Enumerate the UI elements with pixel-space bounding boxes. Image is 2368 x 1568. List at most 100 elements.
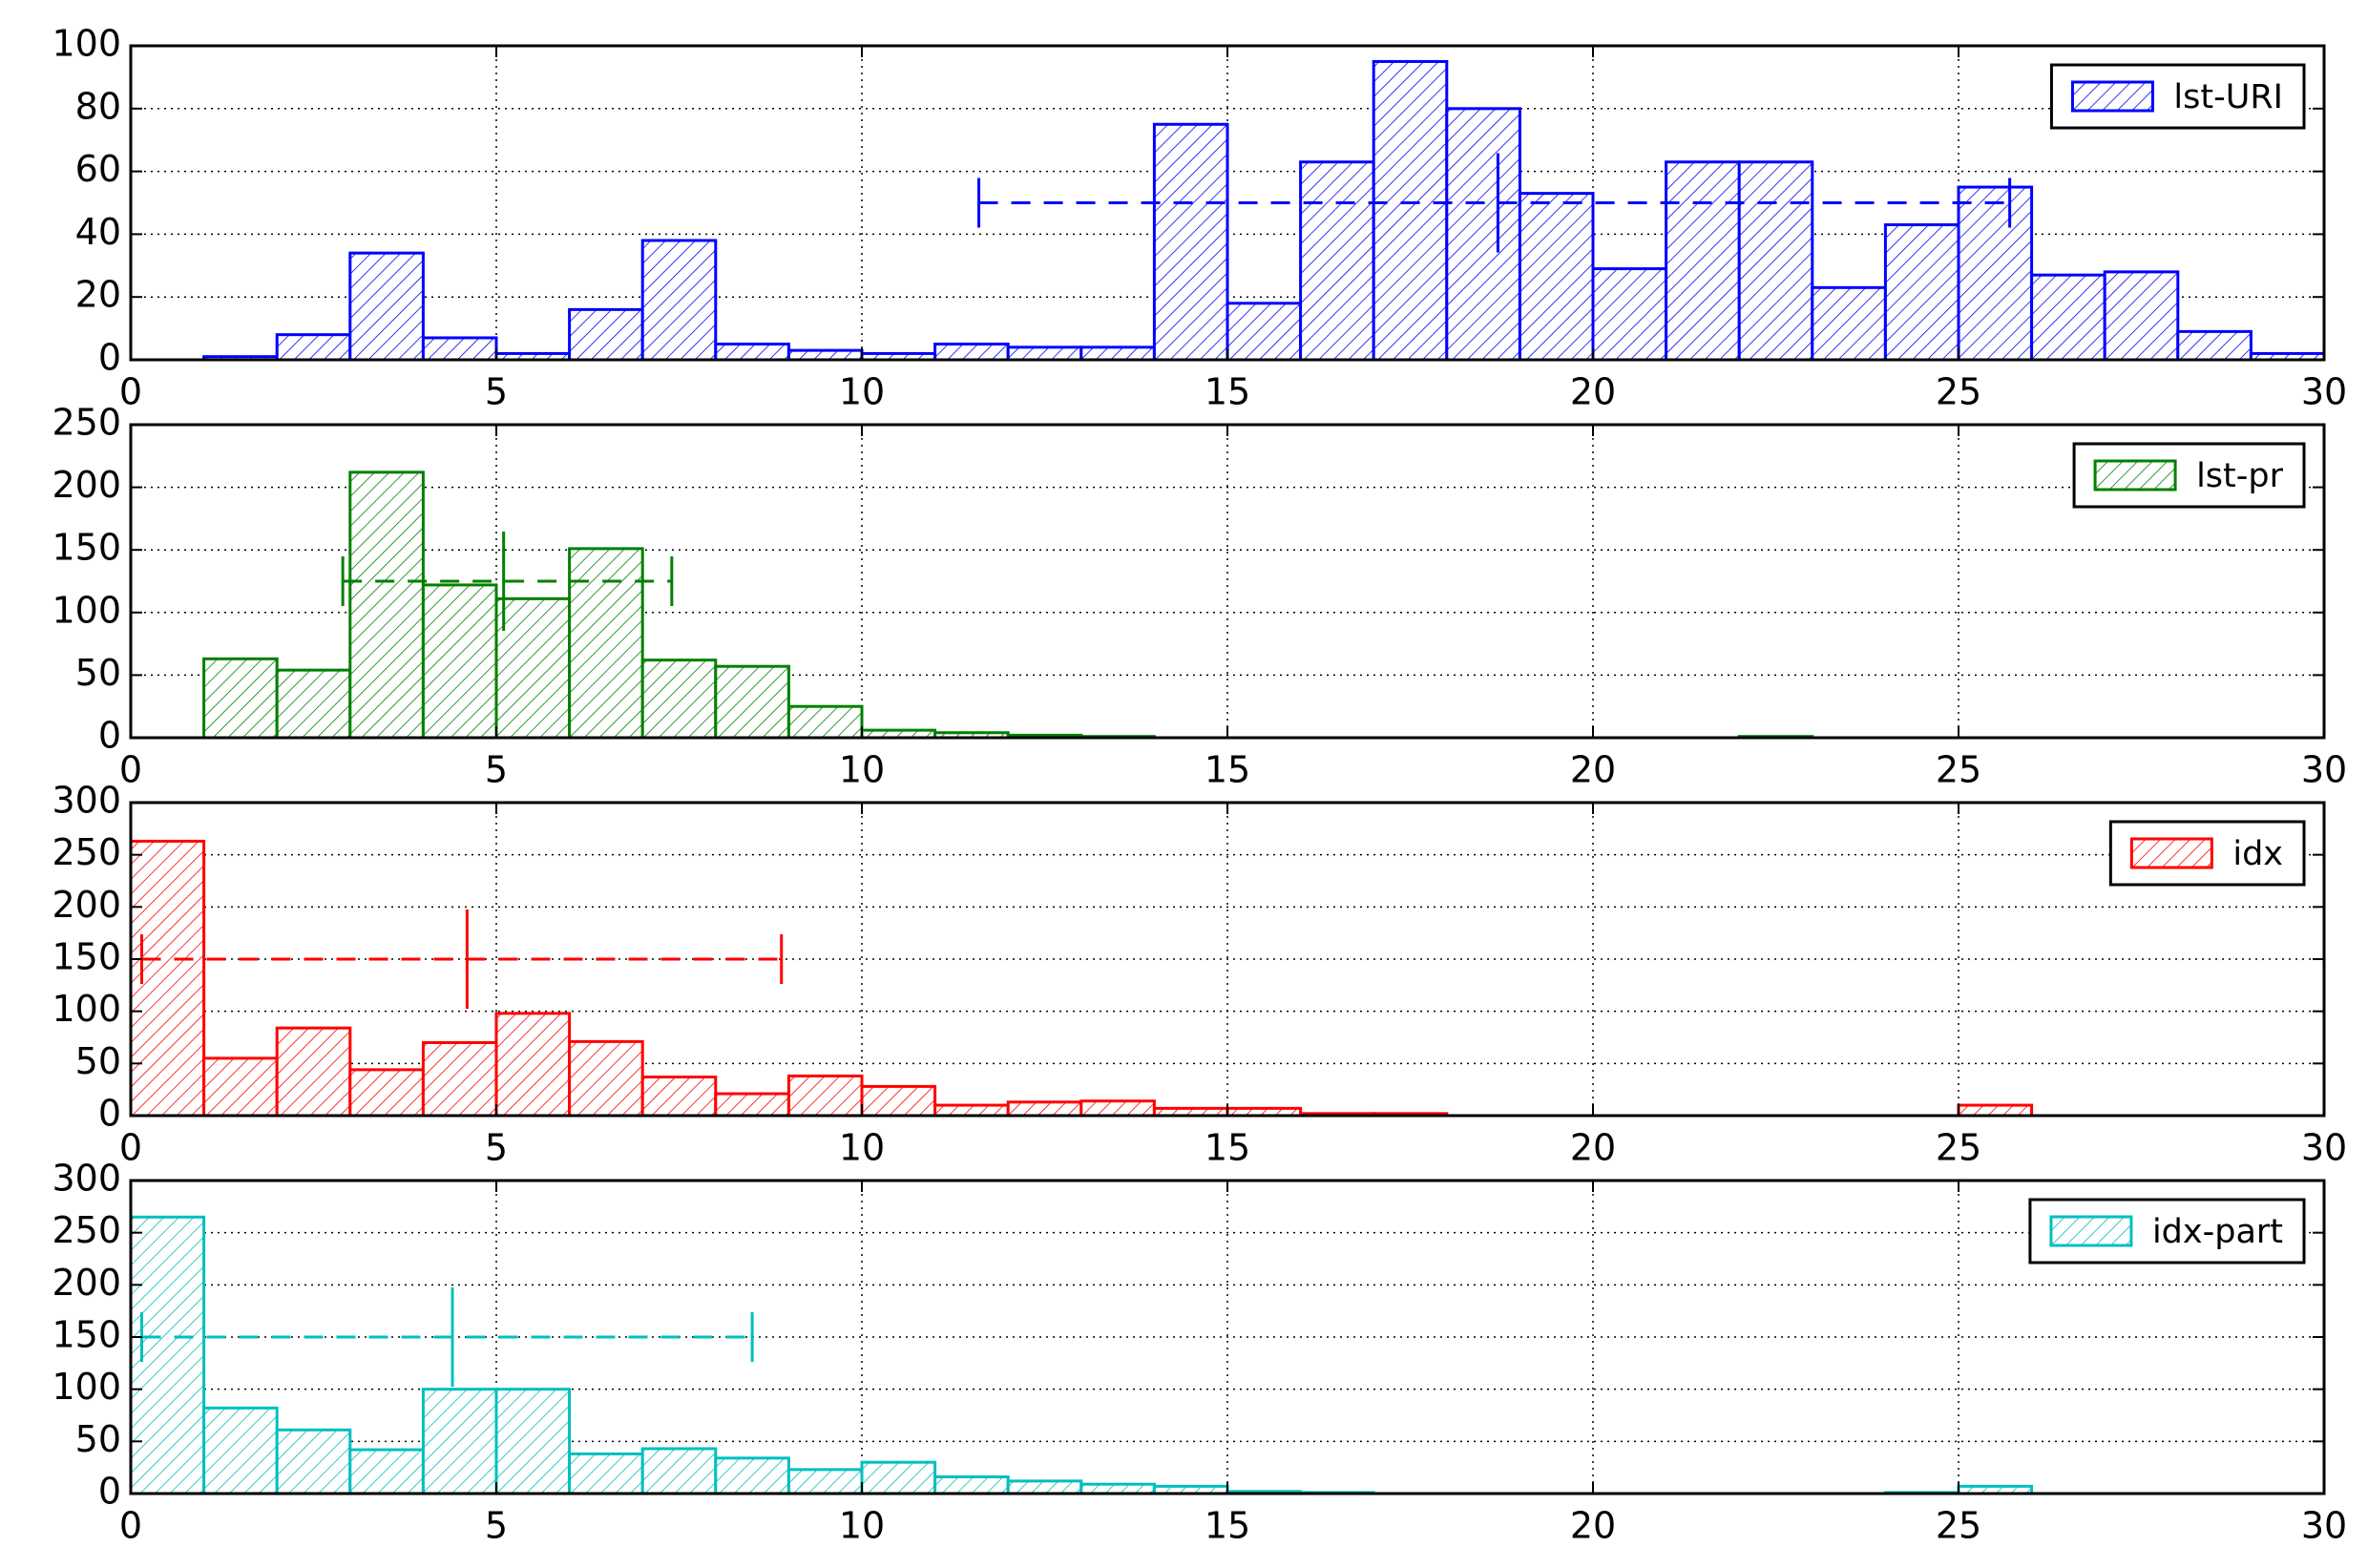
legend-label: lst-pr — [2196, 457, 2284, 495]
y-tick-label: 100 — [52, 1366, 121, 1408]
x-tick-label: 25 — [1936, 1127, 1981, 1169]
histogram-bar — [494, 1012, 572, 1118]
x-tick-label: 20 — [1570, 371, 1616, 413]
legend-label: lst-URI — [2173, 78, 2283, 116]
legend-label: idx — [2232, 835, 2283, 873]
legend-patch — [2070, 80, 2154, 113]
subplot: 0 50 100 150 200 250 300 0 5 10 15 20 25 30 idx — [52, 780, 2347, 1169]
histogram-bar — [421, 1040, 498, 1118]
histogram-bar — [1957, 1103, 2034, 1118]
y-tick-label: 200 — [52, 884, 121, 926]
y-tick-label: 50 — [75, 652, 121, 694]
subplot: 0 20 40 60 80 100 0 5 10 15 20 25 30 lst-URI — [52, 23, 2347, 413]
y-tick-label: 200 — [52, 464, 121, 506]
histogram-bar — [421, 583, 498, 740]
x-tick-label: 15 — [1205, 1505, 1250, 1547]
histogram-bar — [714, 1092, 790, 1118]
histogram-bar — [129, 1215, 206, 1495]
y-tick-label: 250 — [52, 1209, 121, 1251]
histogram-bar — [202, 1406, 279, 1495]
histogram-bar — [860, 1084, 937, 1118]
y-tick-label: 250 — [52, 402, 121, 444]
x-tick-label: 15 — [1205, 1127, 1250, 1169]
histogram-bar — [640, 659, 718, 740]
histogram-bar — [275, 1026, 352, 1118]
legend: idx-part — [2028, 1198, 2306, 1265]
histogram-bar — [640, 239, 718, 362]
x-tick-label: 10 — [839, 749, 885, 791]
x-tick-label: 5 — [485, 1127, 508, 1169]
y-tick-label: 40 — [75, 211, 121, 253]
x-tick-label: 20 — [1570, 1127, 1616, 1169]
histogram-bar — [1372, 59, 1449, 362]
x-tick-label: 15 — [1205, 749, 1250, 791]
x-tick-label: 30 — [2301, 371, 2347, 413]
y-tick-label: 200 — [52, 1262, 121, 1304]
histogram-bar — [275, 333, 352, 362]
histogram-bar — [1152, 122, 1229, 362]
histogram-bar — [1299, 160, 1375, 362]
histogram-bar — [421, 1388, 498, 1495]
legend: lst-pr — [2072, 442, 2306, 509]
x-tick-label: 30 — [2301, 1127, 2347, 1169]
histogram-bar — [933, 1475, 1010, 1495]
histogram-bar — [568, 1452, 644, 1495]
y-tick-label: 150 — [52, 527, 121, 569]
x-tick-label: 5 — [485, 1505, 508, 1547]
legend: idx — [2108, 820, 2306, 887]
histogram-bar — [714, 664, 790, 740]
y-tick-label: 20 — [75, 274, 121, 316]
x-tick-label: 10 — [839, 1127, 885, 1169]
histogram-bar — [786, 1468, 864, 1495]
legend: lst-URI — [2049, 63, 2306, 130]
histogram-bar — [860, 1460, 937, 1495]
y-tick-label: 100 — [52, 23, 121, 65]
subplot: 0 50 100 150 200 250 300 0 5 10 15 20 25 30 idx-part — [52, 1158, 2347, 1547]
y-tick-label: 0 — [98, 715, 121, 757]
histogram-bar — [568, 307, 644, 362]
histogram-bar — [1737, 160, 1814, 362]
histogram-bar — [348, 251, 425, 362]
histogram-bar — [494, 596, 572, 740]
histogram-bar — [1811, 285, 1887, 362]
histogram-bar — [348, 470, 425, 740]
y-tick-label: 0 — [98, 337, 121, 379]
y-tick-label: 100 — [52, 589, 121, 631]
y-tick-label: 0 — [98, 1471, 121, 1513]
histogram-bar — [348, 1448, 425, 1495]
x-tick-label: 0 — [119, 371, 142, 413]
histogram-bar — [1665, 160, 1741, 362]
x-tick-label: 30 — [2301, 749, 2347, 791]
histogram-bar — [714, 1456, 790, 1495]
histogram-bar — [640, 1447, 718, 1495]
y-tick-label: 60 — [75, 148, 121, 190]
histogram-bar — [1006, 1479, 1083, 1495]
y-tick-label: 0 — [98, 1093, 121, 1135]
histogram-bar — [786, 704, 864, 740]
y-tick-label: 300 — [52, 780, 121, 822]
histogram-bar — [2176, 329, 2253, 362]
x-tick-label: 5 — [485, 371, 508, 413]
y-tick-label: 100 — [52, 988, 121, 1030]
histogram-bar — [2103, 270, 2180, 362]
x-tick-label: 0 — [119, 749, 142, 791]
y-tick-label: 150 — [52, 1314, 121, 1356]
histogram-bar — [494, 1388, 572, 1495]
histogram-bar — [1006, 345, 1083, 362]
histogram-bar — [640, 1076, 718, 1118]
x-tick-label: 15 — [1205, 371, 1250, 413]
legend-patch — [2093, 459, 2177, 491]
y-tick-label: 150 — [52, 936, 121, 978]
x-tick-label: 10 — [839, 1505, 885, 1547]
legend-label: idx-part — [2152, 1213, 2283, 1251]
histogram-bar — [348, 1068, 425, 1118]
histogram-bar — [714, 343, 790, 362]
histogram-bar — [202, 657, 279, 740]
x-tick-label: 10 — [839, 371, 885, 413]
histogram-bar — [1957, 185, 2034, 362]
histogram-bar — [1079, 345, 1156, 362]
histogram-bar — [568, 547, 644, 740]
histogram-bar — [1226, 302, 1303, 362]
subplot: 0 50 100 150 200 250 0 5 10 15 20 25 30 lst-pr — [52, 402, 2347, 791]
